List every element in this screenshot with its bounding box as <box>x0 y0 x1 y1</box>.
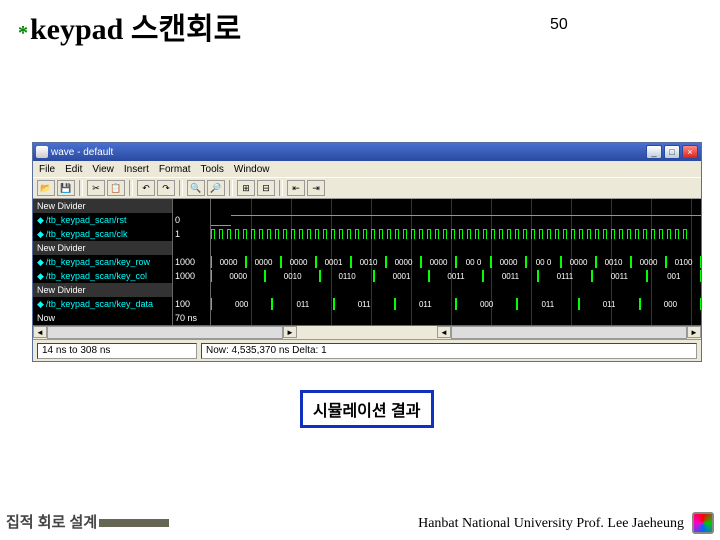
toolbar-button-9[interactable]: 🔍 <box>187 180 205 196</box>
window-title: wave - default <box>51 147 113 158</box>
menu-edit[interactable]: Edit <box>65 164 82 175</box>
toolbar-button-3[interactable]: ✂ <box>87 180 105 196</box>
slide-title: *keypad 스캔회로 <box>18 4 241 48</box>
now-value: 70 ns <box>173 311 210 325</box>
toolbar-button-15[interactable]: ⇤ <box>287 180 305 196</box>
footer-right: Hanbat National University Prof. Lee Jae… <box>418 516 684 532</box>
signal-value: 1000 <box>173 269 210 283</box>
wave-window: wave - default _ □ × FileEditViewInsertF… <box>32 142 702 362</box>
h-scrollbar[interactable]: ◄ ► ◄ ► <box>33 325 701 339</box>
signal-values-pane: 01 10001000 10070 ns <box>173 199 211 325</box>
scroll-left-button[interactable]: ◄ <box>33 326 47 338</box>
toolbar: 📂💾 ✂📋 ↶↷ 🔍🔎 ⊞⊟ ⇤⇥ <box>33 177 701 199</box>
signal-value: 1000 <box>173 255 210 269</box>
titlebar[interactable]: wave - default _ □ × <box>33 143 701 161</box>
signal-value: 1 <box>173 227 210 241</box>
toolbar-button-16[interactable]: ⇥ <box>307 180 325 196</box>
toolbar-button-7[interactable]: ↷ <box>157 180 175 196</box>
signal-value: 0 <box>173 213 210 227</box>
signal-value: 100 <box>173 297 210 311</box>
toolbar-button-4[interactable]: 📋 <box>107 180 125 196</box>
toolbar-button-1[interactable]: 💾 <box>57 180 75 196</box>
signal-row[interactable]: ◆/tb_keypad_scan/rst <box>33 213 172 227</box>
menu-format[interactable]: Format <box>159 164 191 175</box>
signal-names-pane: New Divider◆/tb_keypad_scan/rst◆/tb_keyp… <box>33 199 173 325</box>
menu-window[interactable]: Window <box>234 164 270 175</box>
signal-row[interactable]: ◆/tb_keypad_scan/key_data <box>33 297 172 311</box>
waveform-pane[interactable]: 000000000000000100100000000000 0000000 0… <box>211 199 701 325</box>
menu-file[interactable]: File <box>39 164 55 175</box>
toolbar-button-6[interactable]: ↶ <box>137 180 155 196</box>
close-button[interactable]: × <box>682 145 698 159</box>
menu-tools[interactable]: Tools <box>201 164 224 175</box>
caption-box: 시뮬레이션 결과 <box>300 390 434 428</box>
app-icon <box>36 146 48 158</box>
signal-divider: New Divider <box>33 199 172 213</box>
footer-left: 집적 회로 설계 <box>6 511 169 532</box>
scroll-left-button-2[interactable]: ◄ <box>437 326 451 338</box>
scroll-right-button[interactable]: ► <box>283 326 297 338</box>
minimize-button[interactable]: _ <box>646 145 662 159</box>
now-label: Now <box>33 311 172 325</box>
signal-row[interactable]: ◆/tb_keypad_scan/clk <box>33 227 172 241</box>
signal-row[interactable]: ◆/tb_keypad_scan/key_row <box>33 255 172 269</box>
footer-logo-icon <box>692 512 714 534</box>
signal-row[interactable]: ◆/tb_keypad_scan/key_col <box>33 269 172 283</box>
toolbar-button-13[interactable]: ⊟ <box>257 180 275 196</box>
toolbar-button-12[interactable]: ⊞ <box>237 180 255 196</box>
signal-divider: New Divider <box>33 283 172 297</box>
status-now: Now: 4,535,370 ns Delta: 1 <box>201 343 697 359</box>
toolbar-button-10[interactable]: 🔎 <box>207 180 225 196</box>
signal-divider: New Divider <box>33 241 172 255</box>
maximize-button[interactable]: □ <box>664 145 680 159</box>
menu-insert[interactable]: Insert <box>124 164 149 175</box>
menu-view[interactable]: View <box>92 164 114 175</box>
menubar: File Edit View Insert Format Tools Window <box>33 161 701 177</box>
toolbar-button-0[interactable]: 📂 <box>37 180 55 196</box>
slide-number: 50 <box>550 16 568 34</box>
status-range: 14 ns to 308 ns <box>37 343 197 359</box>
wave-body: New Divider◆/tb_keypad_scan/rst◆/tb_keyp… <box>33 199 701 325</box>
scroll-right-button-2[interactable]: ► <box>687 326 701 338</box>
status-bar: 14 ns to 308 ns Now: 4,535,370 ns Delta:… <box>33 339 701 361</box>
